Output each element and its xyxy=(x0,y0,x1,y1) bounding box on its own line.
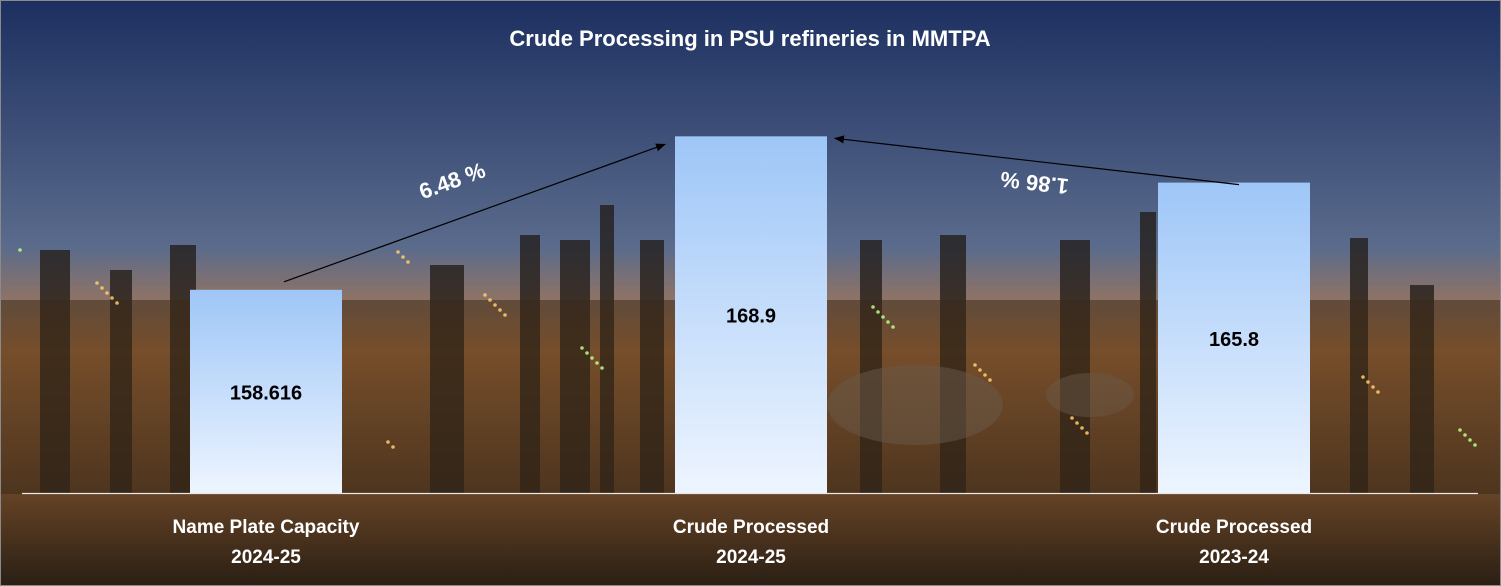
refinery-light xyxy=(498,308,502,312)
refinery-light xyxy=(115,301,119,305)
refinery-light xyxy=(871,305,875,309)
refinery-light xyxy=(1473,443,1477,447)
refinery-light xyxy=(95,281,99,285)
refinery-light xyxy=(600,366,604,370)
refinery-light xyxy=(1463,433,1467,437)
refinery-light xyxy=(973,363,977,367)
bar-value-label: 158.616 xyxy=(230,382,302,404)
refinery-light xyxy=(886,320,890,324)
refinery-light xyxy=(110,296,114,300)
category-labels: Name Plate Capacity 2024-25 Crude Processe… xyxy=(173,517,1313,568)
category-label-line1: Crude Processed xyxy=(673,517,829,538)
refinery-light xyxy=(406,260,410,264)
refinery-light xyxy=(391,445,395,449)
storage-tank xyxy=(1046,373,1134,417)
refinery-light xyxy=(483,293,487,297)
refinery-light xyxy=(1371,385,1375,389)
refinery-light xyxy=(876,310,880,314)
annotation-arrow xyxy=(834,135,1240,186)
refinery-light xyxy=(493,303,497,307)
refinery-light xyxy=(1361,375,1365,379)
annotation-arrow xyxy=(283,143,666,283)
refinery-light xyxy=(988,378,992,382)
bars-group: 158.616 168.9 165.8 xyxy=(190,136,1310,494)
refinery-light xyxy=(488,298,492,302)
storage-tank xyxy=(827,365,1003,445)
category-label-line2: 2023-24 xyxy=(1199,547,1269,568)
refinery-light xyxy=(590,356,594,360)
refinery-light xyxy=(585,351,589,355)
bar xyxy=(675,136,827,494)
refinery-light xyxy=(580,346,584,350)
category-label-line2: 2024-25 xyxy=(231,547,301,568)
category-label-line1: Crude Processed xyxy=(1156,517,1312,538)
refinery-light xyxy=(396,250,400,254)
refinery-light xyxy=(595,361,599,365)
refinery-light xyxy=(100,286,104,290)
refinery-light xyxy=(1075,421,1079,425)
refinery-light xyxy=(1366,380,1370,384)
refinery-light xyxy=(105,291,109,295)
refinery-light xyxy=(503,313,507,317)
bar-value-label: 165.8 xyxy=(1209,329,1259,351)
refinery-light xyxy=(386,440,390,444)
category-label-line2: 2024-25 xyxy=(716,547,786,568)
refinery-light xyxy=(18,248,22,252)
refinery-light xyxy=(1085,431,1089,435)
chart-title: Crude Processing in PSU refineries in MM… xyxy=(509,26,990,51)
refinery-light xyxy=(1458,428,1462,432)
refinery-light xyxy=(1080,426,1084,430)
refinery-light xyxy=(401,255,405,259)
refinery-light xyxy=(1070,416,1074,420)
refinery-light xyxy=(983,373,987,377)
refinery-light xyxy=(1468,438,1472,442)
bar-value-label: 168.9 xyxy=(726,306,776,328)
refinery-light xyxy=(1376,390,1380,394)
refinery-light xyxy=(881,315,885,319)
bar xyxy=(1158,182,1310,493)
category-label-line1: Name Plate Capacity xyxy=(173,517,360,538)
bar xyxy=(190,289,342,493)
refinery-light xyxy=(978,368,982,372)
refinery-light xyxy=(891,325,895,329)
